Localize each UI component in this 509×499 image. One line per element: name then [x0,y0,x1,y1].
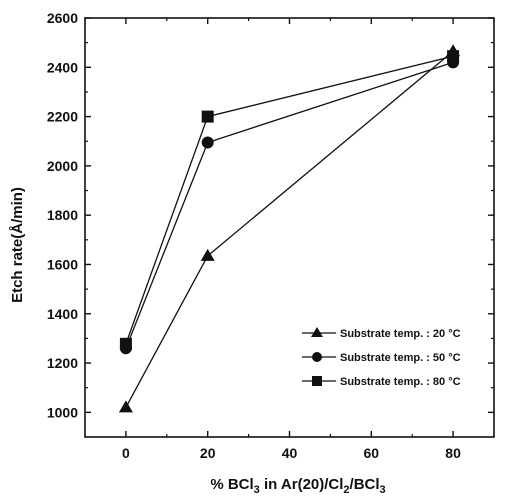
y-tick-label: 2600 [47,10,78,26]
axes: 0 20 40 60 80 1000 1200 1400 1600 1800 2000 2200 240… [47,10,495,461]
data-point-square [201,110,214,123]
legend-label: Substrate temp. : 80 °C [340,376,461,388]
y-tick-label: 1000 [47,404,78,420]
data-point-circle [201,136,214,149]
legend: Substrate temp. : 20 °C Substrate temp. :… [302,327,461,388]
x-tick-label: 40 [282,445,298,461]
series-line [125,55,454,345]
y-tick-label: 2400 [47,59,78,75]
series-line [125,61,454,349]
y-tick-label: 2200 [47,109,78,125]
y-tick-label: 2000 [47,158,78,174]
data-point-triangle [200,248,215,261]
legend-label: Substrate temp. : 20 °C [340,328,461,340]
series-square [119,50,460,350]
legend-entry: Substrate temp. : 50 °C [302,352,461,364]
legend-entry: Substrate temp. : 20 °C [302,327,461,340]
data-point-triangle [118,400,133,413]
plot-frame [84,17,495,438]
legend-entry: Substrate temp. : 80 °C [302,376,461,388]
legend-label: Substrate temp. : 50 °C [340,352,461,364]
data-point-square [119,337,132,350]
legend-marker-triangle [311,327,323,337]
x-tick-label: 60 [364,445,380,461]
series-layer [118,44,461,413]
y-tick-label: 1200 [47,355,78,371]
x-tick-label: 0 [122,445,130,461]
x-tick-label: 80 [445,445,461,461]
y-axis-label: Etch rate(Å/min) [9,187,26,303]
y-tick-label: 1600 [47,256,78,272]
x-tick-label: 20 [200,445,216,461]
legend-marker-square [312,376,322,386]
y-tick-label: 1800 [47,207,78,223]
legend-marker-circle [312,352,322,362]
data-point-square [447,50,460,63]
series-circle [119,56,460,355]
y-tick-label: 1400 [47,306,78,322]
x-axis-label: % BCl3 in Ar(20)/Cl2/BCl3 [210,476,385,496]
